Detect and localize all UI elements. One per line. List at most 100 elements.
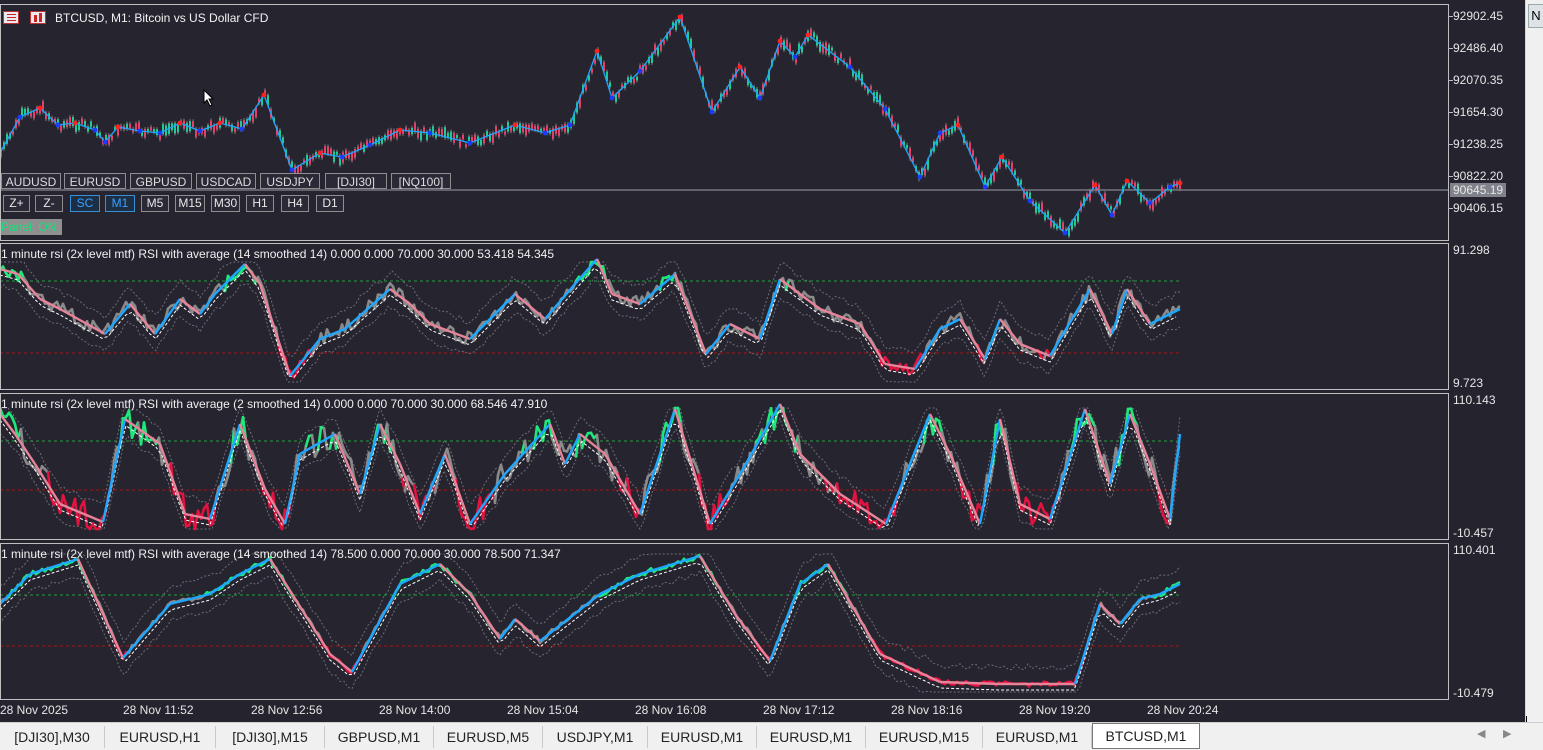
zoom-out-button[interactable]: Z- bbox=[35, 195, 63, 212]
tabs-scroll-right-icon[interactable]: ▶ bbox=[1503, 727, 1511, 740]
right-side-strip[interactable]: N bbox=[1525, 0, 1543, 722]
rsi-swing-segment bbox=[950, 454, 980, 524]
rsi-swing-segment bbox=[445, 454, 470, 524]
rsi-swing-segment bbox=[1160, 584, 1180, 594]
chart-tab[interactable]: [DJI30],M30 bbox=[0, 726, 105, 748]
rsi-swing-segment bbox=[18, 274, 40, 299]
rsi-swing-segment bbox=[1170, 434, 1180, 519]
rsi-envelope-lower bbox=[0, 570, 1180, 692]
candle-body bbox=[354, 149, 356, 158]
candle-body bbox=[1068, 228, 1070, 236]
panel-status-label[interactable]: Panel: ON bbox=[0, 219, 62, 235]
candle-body bbox=[135, 124, 137, 131]
swing-high-dot bbox=[1178, 181, 1183, 186]
swing-low-dot bbox=[610, 96, 615, 101]
rsi-swing-segment bbox=[828, 564, 880, 654]
rsi-pane-3[interactable]: 1 minute rsi (2x level mtf) RSI with ave… bbox=[0, 544, 1448, 699]
timeframe-button-m30[interactable]: M30 bbox=[211, 195, 240, 212]
chart-tab[interactable]: EURUSD,M1 bbox=[757, 726, 866, 748]
rsi-swing-segment bbox=[380, 424, 400, 464]
swing-low-dot bbox=[543, 131, 548, 136]
timeframe-button-h1[interactable]: H1 bbox=[246, 195, 274, 212]
symbol-button-usdjpy[interactable]: USDJPY bbox=[260, 173, 320, 189]
candle-body bbox=[465, 144, 467, 147]
rsi-swing-segment bbox=[155, 299, 180, 334]
chart-tab[interactable]: GBPUSD,M1 bbox=[325, 726, 434, 748]
timeframe-button-m1[interactable]: M1 bbox=[105, 195, 135, 212]
swing-low-dot bbox=[158, 131, 163, 136]
candle-body bbox=[150, 127, 152, 131]
rsi-pane-1[interactable]: 1 minute rsi (2x level mtf) RSI with ave… bbox=[0, 244, 1448, 389]
chart-menu-icon[interactable] bbox=[3, 11, 19, 24]
candle-body bbox=[537, 126, 539, 131]
swing-low-dot bbox=[240, 127, 245, 132]
candle-body bbox=[519, 123, 521, 133]
candle-body bbox=[564, 124, 566, 132]
rsi-swing-segment bbox=[640, 274, 675, 304]
price-label: 92902.45 bbox=[1453, 9, 1503, 23]
rsi-swing-segment bbox=[352, 584, 400, 672]
swing-low-dot bbox=[848, 65, 853, 70]
candle-body bbox=[633, 78, 635, 83]
price-chart-pane[interactable]: BTCUSD, M1: Bitcoin vs US Dollar CFD AUD… bbox=[0, 5, 1448, 240]
current-price-tag: 90645.19 bbox=[1450, 183, 1506, 197]
rsi-swing-segment bbox=[470, 294, 515, 339]
price-label: 90406.15 bbox=[1453, 201, 1503, 215]
rsi-line-segment bbox=[195, 511, 198, 529]
chart-tab[interactable]: EURUSD,M1 bbox=[648, 726, 757, 748]
rsi-swing-segment bbox=[260, 284, 290, 376]
rsi-envelope-upper bbox=[0, 554, 1180, 670]
rsi-line-segment bbox=[306, 436, 309, 446]
rsi-swing-segment bbox=[515, 294, 545, 319]
candle-body bbox=[609, 82, 611, 87]
symbol-button-audusd[interactable]: AUDUSD bbox=[1, 173, 61, 189]
swing-low-dot bbox=[638, 69, 643, 74]
candle-body bbox=[906, 145, 908, 149]
rsi-swing-segment bbox=[800, 564, 828, 584]
chart-tab[interactable]: EURUSD,M5 bbox=[434, 726, 543, 748]
candle-body bbox=[333, 151, 335, 162]
symbol-button-usdcad[interactable]: USDCAD bbox=[196, 173, 256, 189]
symbol-button-eurusd[interactable]: EURUSD bbox=[64, 173, 126, 189]
chart-tab[interactable]: EURUSD,M15 bbox=[866, 726, 983, 748]
rsi-swing-segment bbox=[1110, 414, 1130, 484]
zoom-in-button[interactable]: Z+ bbox=[3, 195, 30, 212]
rsi-swing-segment bbox=[1050, 409, 1085, 519]
rsi-line-segment bbox=[1161, 508, 1164, 517]
candle-body bbox=[870, 86, 872, 89]
timeframe-button-d1[interactable]: D1 bbox=[316, 195, 344, 212]
rsi-swing-segment bbox=[880, 654, 940, 682]
rsi-line-segment bbox=[63, 495, 66, 504]
rsi-pane-2[interactable]: 1 minute rsi (2x level mtf) RSI with ave… bbox=[0, 394, 1448, 539]
chart-tab[interactable]: [DJI30],M15 bbox=[216, 726, 325, 748]
chart-tab[interactable]: EURUSD,H1 bbox=[105, 726, 216, 748]
chart-tab-active[interactable]: BTCUSD,M1 bbox=[1092, 723, 1200, 749]
timeframe-button-m5[interactable]: M5 bbox=[141, 195, 169, 212]
candle-body bbox=[336, 152, 338, 155]
candle-body bbox=[210, 120, 212, 129]
rsi-swing-segment bbox=[210, 424, 240, 519]
candle-body bbox=[360, 143, 362, 148]
candle-body bbox=[345, 150, 347, 158]
swing-low-dot bbox=[138, 129, 143, 134]
candle-body bbox=[300, 165, 302, 171]
timeframe-button-m15[interactable]: M15 bbox=[175, 195, 205, 212]
navigator-tab[interactable]: N bbox=[1528, 4, 1543, 28]
candle-body bbox=[786, 40, 788, 48]
candle-body bbox=[663, 40, 665, 43]
candle-body bbox=[822, 44, 824, 53]
tabs-scroll-left-icon[interactable]: ◀ bbox=[1477, 727, 1485, 740]
symbol-button-dji30[interactable]: [DJI30] bbox=[325, 173, 387, 189]
rsi-swing-segment bbox=[35, 464, 60, 504]
rsi-pane-2-min: -10.457 bbox=[1453, 526, 1494, 540]
chart-type-icon[interactable] bbox=[30, 11, 46, 24]
scale-button[interactable]: SC bbox=[70, 195, 100, 212]
chart-tab[interactable]: EURUSD,M1 bbox=[983, 726, 1092, 748]
chart-tab[interactable]: USDJPY,M1 bbox=[543, 726, 648, 748]
symbol-button-nq100[interactable]: [NQ100] bbox=[391, 173, 451, 189]
candle-body bbox=[78, 122, 80, 130]
symbol-button-gbpusd[interactable]: GBPUSD bbox=[130, 173, 192, 189]
candle-body bbox=[1008, 161, 1010, 165]
rsi-swing-segment bbox=[515, 619, 540, 641]
timeframe-button-h4[interactable]: H4 bbox=[281, 195, 309, 212]
